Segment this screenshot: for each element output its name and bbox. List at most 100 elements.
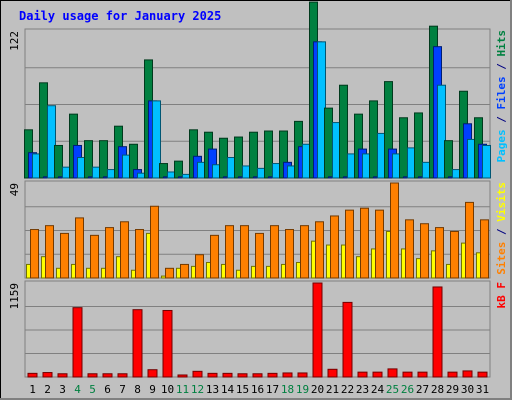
- bar-kb-f-day-7: [117, 373, 128, 378]
- bar-kb-f-day-20: [312, 282, 323, 378]
- bar-kb-f-day-5: [87, 373, 98, 378]
- bar-sites-day-19: [300, 225, 309, 279]
- legend-visits: Sites / Visits: [495, 182, 508, 275]
- bar-sites-day-13: [210, 234, 219, 279]
- bar-sites-day-2: [45, 225, 54, 279]
- bar-sites-day-29: [450, 230, 459, 279]
- bar-kb-f-day-15: [237, 373, 248, 378]
- bar-kb-f-day-23: [357, 371, 368, 378]
- bar-kb-f-day-26: [402, 371, 413, 378]
- bar-pages-day-28: [437, 84, 446, 179]
- x-tick-label-day-20: 20: [311, 383, 324, 396]
- x-tick-label-day-19: 19: [296, 383, 309, 396]
- bar-kb-f-day-9: [147, 369, 158, 378]
- y-max-label-kbytes: 1159: [8, 283, 21, 310]
- bar-kb-f-day-31: [477, 371, 488, 378]
- x-tick-label-day-30: 30: [461, 383, 474, 396]
- x-tick-label-day-18: 18: [281, 383, 294, 396]
- bar-hits-day-24: [369, 100, 378, 179]
- x-tick-label-day-6: 6: [104, 383, 111, 396]
- bar-kb-f-day-18: [282, 372, 293, 378]
- bar-hits-day-17: [264, 130, 273, 179]
- bar-pages-day-9: [152, 100, 161, 179]
- x-tick-label-day-13: 13: [206, 383, 219, 396]
- bar-kb-f-day-24: [372, 371, 383, 378]
- bar-sites-day-6: [105, 227, 114, 279]
- bar-kb-f-day-4: [72, 307, 83, 378]
- bar-kb-f-day-3: [57, 373, 68, 378]
- legend-item-visits-1: /: [495, 222, 508, 242]
- bar-sites-day-21: [330, 215, 339, 279]
- x-tick-label-day-8: 8: [134, 383, 141, 396]
- bar-kb-f-day-17: [267, 372, 278, 378]
- x-tick-label-day-10: 10: [161, 383, 174, 396]
- legend-item-requests-4: Hits: [495, 30, 508, 57]
- bar-hits-day-26: [399, 117, 408, 179]
- x-tick-label-day-14: 14: [221, 383, 235, 396]
- bar-kb-f-day-14: [222, 372, 233, 378]
- bar-kb-f-day-28: [432, 286, 443, 378]
- x-tick-label-day-31: 31: [476, 383, 489, 396]
- bar-kb-f-day-27: [417, 371, 428, 378]
- x-tick-label-day-2: 2: [44, 383, 51, 396]
- x-tick-label-day-22: 22: [341, 383, 354, 396]
- bar-kb-f-day-30: [462, 370, 473, 378]
- bar-hits-day-16: [249, 131, 258, 179]
- bar-sites-day-15: [240, 225, 249, 279]
- bar-hits-day-5: [84, 140, 93, 179]
- bar-sites-day-18: [285, 229, 294, 279]
- x-tick-label-day-7: 7: [119, 383, 126, 396]
- x-axis-labels: 1 2 3 4 5 6 7 8 9 10 11 12 13 14 15 16 17 18 19 20 21 22 23 24 2…: [29, 383, 489, 396]
- bar-hits-day-11: [174, 160, 183, 179]
- bar-sites-day-17: [270, 225, 279, 279]
- bar-kb-f-day-29: [447, 371, 458, 378]
- x-tick-label-day-26: 26: [401, 383, 414, 396]
- legend-item-requests-0: Pages: [495, 129, 508, 162]
- bar-hits-day-27: [414, 112, 423, 179]
- bar-kb-f-day-6: [102, 373, 113, 378]
- x-tick-label-day-12: 12: [191, 383, 204, 396]
- x-tick-label-day-11: 11: [176, 383, 189, 396]
- x-tick-label-day-23: 23: [356, 383, 369, 396]
- bar-sites-day-23: [360, 207, 369, 279]
- legend-item-requests-2: Files: [495, 76, 508, 109]
- bar-hits-day-10: [159, 163, 168, 179]
- bar-kb-f-day-10: [162, 309, 173, 378]
- bar-sites-day-31: [480, 219, 489, 279]
- bar-sites-day-22: [345, 209, 354, 279]
- bar-sites-day-11: [180, 263, 189, 279]
- bar-sites-day-7: [120, 221, 129, 279]
- bar-hits-day-6: [99, 140, 108, 179]
- legend-item-visits-0: Sites: [495, 242, 508, 275]
- bar-hits-day-3: [54, 144, 63, 179]
- bar-sites-day-14: [225, 225, 234, 279]
- bar-sites-day-4: [75, 217, 84, 279]
- y-max-label-requests: 122: [8, 31, 21, 51]
- bar-kb-f-day-25: [387, 368, 398, 378]
- bar-kb-f-day-1: [27, 372, 38, 378]
- panel-visits: 49 Sites / Visits: [8, 180, 508, 279]
- x-tick-label-day-17: 17: [266, 383, 279, 396]
- x-tick-label-day-25: 25: [386, 383, 399, 396]
- plot-area: [24, 280, 491, 378]
- bar-sites-day-1: [30, 229, 39, 279]
- x-tick-label-day-28: 28: [431, 383, 444, 396]
- bar-kb-f-day-19: [297, 372, 308, 378]
- bar-sites-day-26: [405, 219, 414, 279]
- bar-sites-day-5: [90, 234, 99, 279]
- bar-kb-f-day-2: [42, 372, 53, 378]
- bar-pages-day-2: [47, 105, 56, 179]
- bar-kb-f-day-11: [177, 374, 188, 378]
- legend-item-visits-2: Visits: [495, 182, 508, 222]
- x-tick-label-day-27: 27: [416, 383, 429, 396]
- bar-hits-day-15: [234, 136, 243, 179]
- x-tick-label-day-16: 16: [251, 383, 264, 396]
- bar-sites-day-30: [465, 201, 474, 279]
- bar-sites-day-12: [195, 254, 204, 279]
- bar-sites-day-28: [435, 227, 444, 279]
- x-tick-label-day-29: 29: [446, 383, 459, 396]
- legend-item-requests-1: /: [495, 110, 508, 130]
- panel-kbytes: 1159 kB F: [8, 280, 508, 378]
- bar-hits-day-22: [339, 84, 348, 179]
- x-tick-label-day-1: 1: [29, 383, 36, 396]
